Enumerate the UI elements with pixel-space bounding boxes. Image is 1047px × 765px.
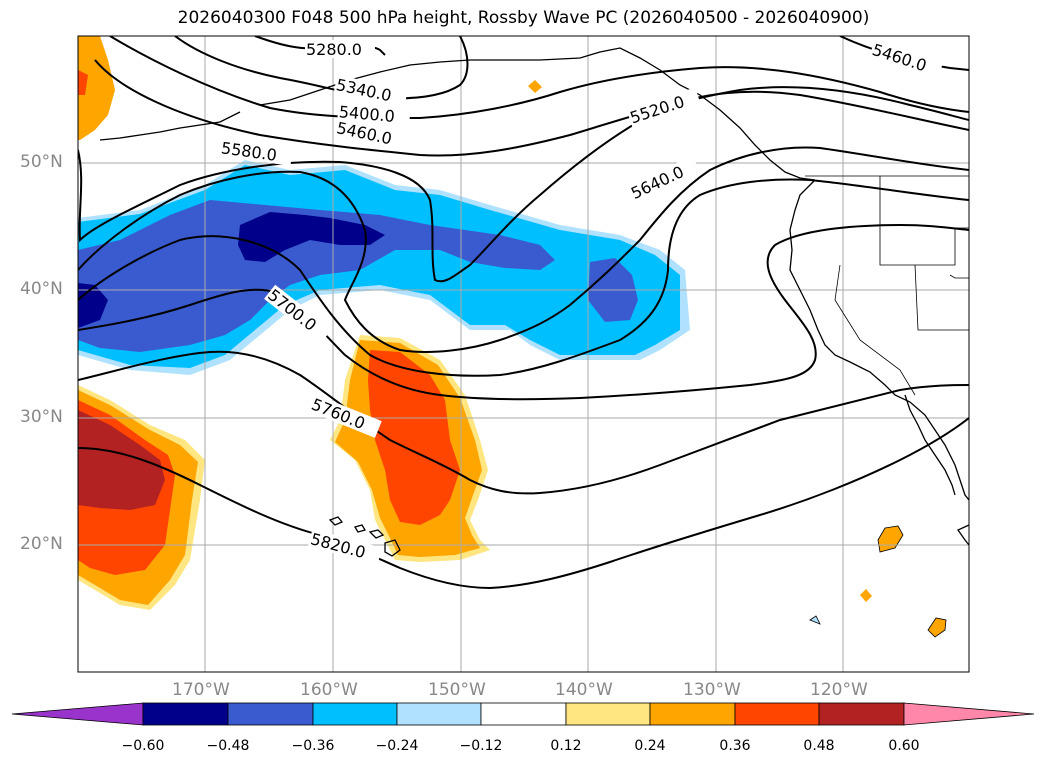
contour-5640: [78, 178, 969, 377]
contour-label-5400: 5400.0: [338, 102, 395, 126]
pos-anomaly-small-4: [927, 617, 947, 638]
pos-anomaly-west-p048: [78, 410, 165, 510]
contour-5820: [78, 417, 969, 590]
pos-anomaly-small-3: [860, 589, 872, 602]
colorbar-n036: [312, 702, 398, 726]
colorbar-p048: [818, 702, 905, 726]
pos-anomaly-small-1: [528, 80, 542, 93]
colorbar-n024: [396, 702, 482, 726]
contour-label-5280: 5280.0: [306, 40, 362, 59]
neg-anomaly-n048: [238, 212, 385, 262]
lon-label-120w: 120°W: [810, 680, 868, 700]
coastlines: [99, 47, 969, 557]
lat-label-50n: 50°N: [20, 152, 63, 172]
colorbar-tick-n024: −0.24: [375, 738, 419, 754]
colorbar-tick-p060: 0.60: [888, 738, 920, 754]
neg-anomaly-small: [809, 615, 821, 625]
colorbar-tick-p048: 0.48: [803, 738, 835, 754]
map-frame: [77, 35, 970, 673]
gridlines: [78, 36, 969, 672]
neg-anomaly-n036: [78, 200, 555, 352]
pos-anomaly-topleft: [78, 36, 115, 140]
colorbar-extend-pos: [903, 702, 1035, 726]
lon-label-160w: 160°W: [300, 680, 358, 700]
colorbar-tick-p012: 0.12: [550, 738, 582, 754]
colorbar-tick-n060: −0.60: [121, 738, 165, 754]
colorbar-tick-p036: 0.36: [719, 738, 751, 754]
contour-5460: [94, 59, 969, 157]
lat-label-30n: 30°N: [20, 407, 63, 427]
colorbar-neutral: [480, 702, 567, 726]
colorbar-p024: [649, 702, 736, 726]
contour-5580: [78, 146, 969, 353]
lon-label-170w: 170°W: [172, 680, 230, 700]
colorbar-p036: [734, 702, 820, 726]
contour-5760: [78, 350, 969, 495]
contour-5700: [78, 223, 969, 401]
lon-label-150w: 150°W: [428, 680, 486, 700]
colorbar-n060: [142, 702, 229, 726]
colorbar-p012: [565, 702, 651, 726]
lat-label-20n: 20°N: [20, 534, 63, 554]
lat-label-40n: 40°N: [20, 279, 63, 299]
contour-5400: [109, 36, 969, 120]
map-title: 2026040300 F048 500 hPa height, Rossby W…: [177, 8, 870, 28]
lon-label-130w: 130°W: [683, 680, 741, 700]
colorbar-tick-p024: 0.24: [634, 738, 666, 754]
pos-anomaly-topleft-core: [78, 70, 88, 95]
lon-label-140w: 140°W: [555, 680, 613, 700]
colorbar-extend-neg: [11, 702, 144, 726]
colorbar-tick-n048: −0.48: [206, 738, 250, 754]
colorbar: [11, 702, 1035, 726]
contour-5520: [78, 90, 969, 283]
colorbar-n048: [227, 702, 314, 726]
colorbar-tick-n012: −0.12: [459, 738, 503, 754]
colorbar-tick-n036: −0.36: [291, 738, 335, 754]
